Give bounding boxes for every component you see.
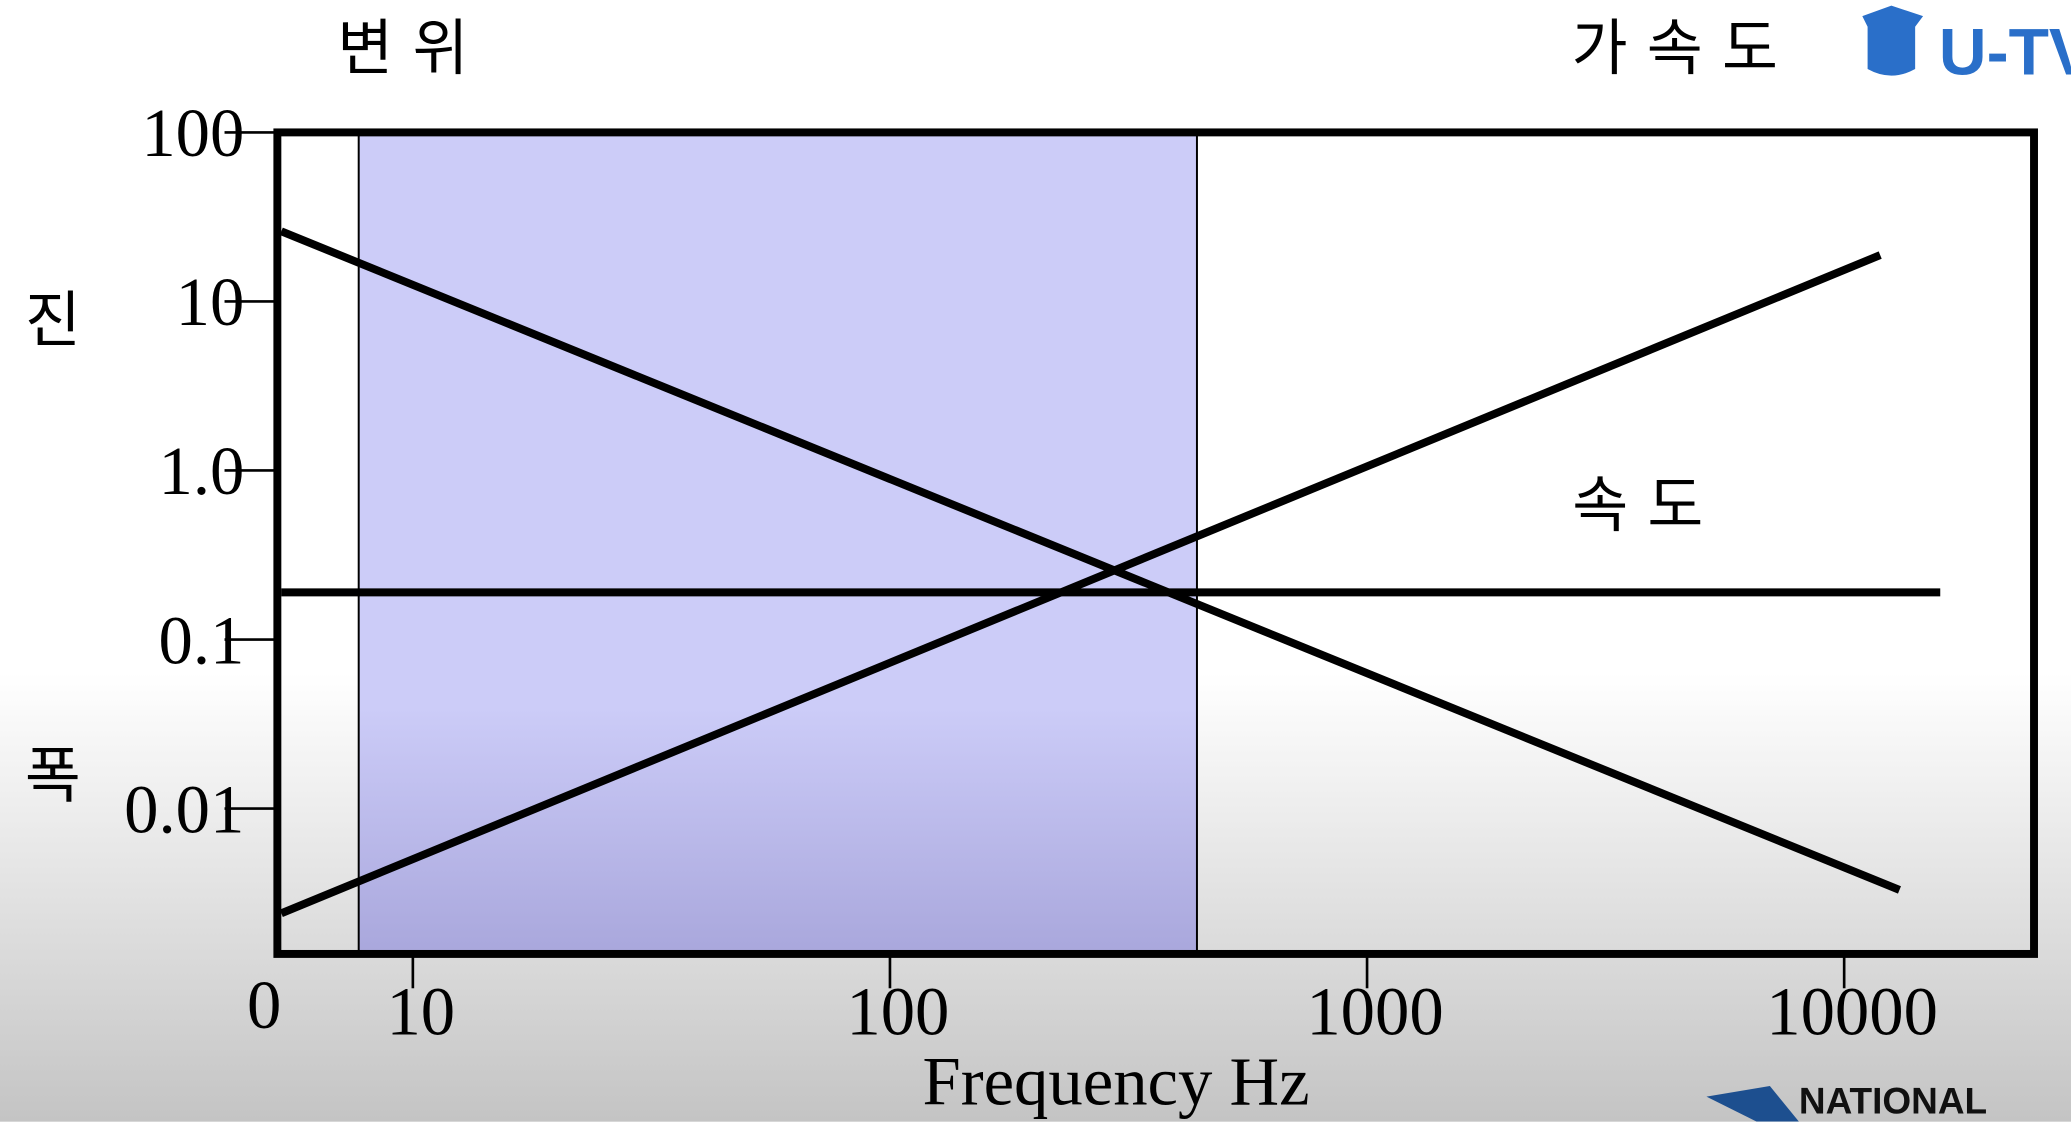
series-line bbox=[279, 251, 1882, 917]
y-tick-label: 10 bbox=[176, 264, 245, 340]
plot-frame bbox=[273, 128, 2038, 958]
plot: 100 10 1.0 0.1 0.01 10 100 1000 10000 0 Frequency … bbox=[25, 5, 2071, 1122]
series-label: 가 속 도 bbox=[1572, 14, 1778, 84]
series-line bbox=[279, 227, 1901, 894]
logo-text: U-TV bbox=[1939, 14, 2071, 88]
y-tick-label: 0.1 bbox=[159, 602, 245, 678]
y-tick-label: 100 bbox=[141, 95, 244, 171]
x-tick-label: 10 bbox=[386, 974, 455, 1050]
logo-icon bbox=[1862, 5, 1924, 76]
x-origin-label: 0 bbox=[247, 967, 281, 1043]
y-tick-label: 0.01 bbox=[124, 771, 244, 847]
y-tick-label: 1.0 bbox=[159, 433, 245, 509]
series-label: 속 도 bbox=[1572, 471, 1703, 541]
x-tick-label: 100 bbox=[846, 974, 949, 1050]
series-label: 변 위 bbox=[337, 14, 468, 84]
x-tick-label: 10000 bbox=[1766, 974, 1938, 1050]
x-axis-label: Frequency Hz bbox=[923, 1044, 1310, 1120]
footer-logo-icon bbox=[1706, 1086, 1799, 1122]
footer-logo-text: NATIONAL bbox=[1799, 1081, 1987, 1122]
y-axis-label: 진 bbox=[25, 286, 81, 356]
y-axis-label: 폭 bbox=[25, 742, 81, 812]
x-tick-label: 1000 bbox=[1306, 974, 1443, 1050]
